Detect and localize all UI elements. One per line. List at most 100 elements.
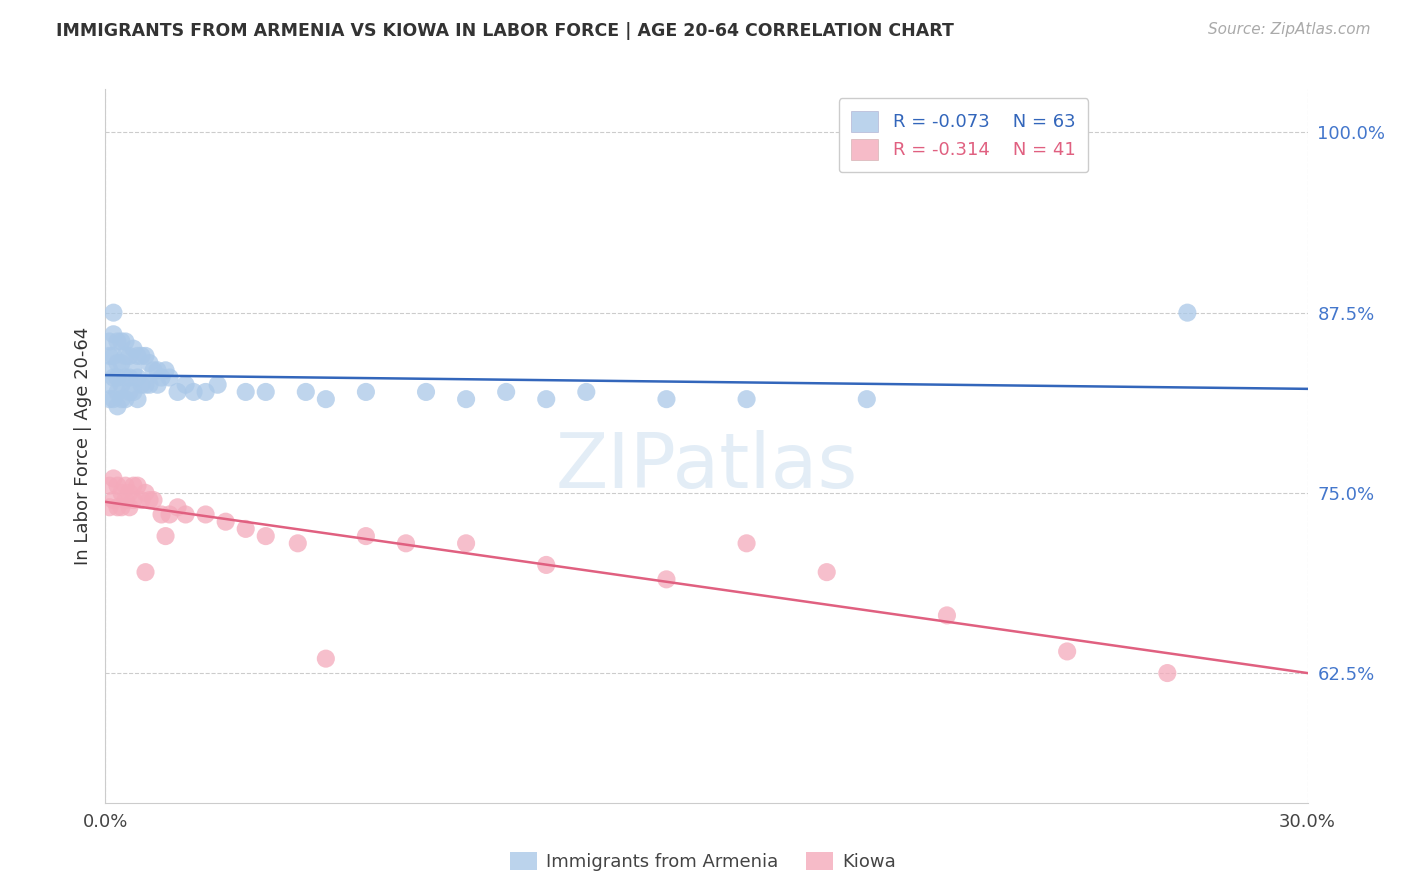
Point [254, 384, 277, 399]
Point [98, 500, 121, 515]
Point [103, 471, 125, 485]
Point [110, 486, 132, 500]
Y-axis label: In Labor Force | Age 20-64: In Labor Force | Age 20-64 [73, 326, 91, 566]
Point [254, 529, 277, 543]
Point [534, 558, 557, 572]
Point [159, 508, 181, 522]
Point [194, 508, 217, 522]
Point [138, 356, 160, 370]
Point [98, 377, 121, 392]
Point [174, 377, 197, 392]
Point [150, 508, 173, 522]
Point [454, 536, 477, 550]
Point [936, 608, 959, 623]
Point [155, 529, 177, 543]
Point [114, 334, 136, 349]
Point [1177, 306, 1199, 320]
Point [138, 493, 160, 508]
Point [174, 508, 197, 522]
Point [110, 392, 132, 406]
Point [118, 486, 141, 500]
Point [98, 349, 121, 363]
Point [103, 306, 125, 320]
Text: Source: ZipAtlas.com: Source: ZipAtlas.com [1208, 22, 1371, 37]
Point [127, 370, 149, 384]
Point [110, 356, 132, 370]
Point [159, 370, 181, 384]
Point [122, 342, 145, 356]
Legend: R = -0.073    N = 63, R = -0.314    N = 41: R = -0.073 N = 63, R = -0.314 N = 41 [838, 98, 1088, 172]
Point [131, 493, 153, 508]
Point [235, 522, 257, 536]
Point [135, 565, 157, 579]
Point [98, 392, 121, 406]
Point [207, 377, 229, 392]
Point [114, 349, 136, 363]
Point [127, 478, 149, 492]
Point [110, 377, 132, 392]
Point [127, 349, 149, 363]
Point [118, 500, 141, 515]
Point [354, 529, 377, 543]
Point [395, 536, 418, 550]
Point [295, 384, 318, 399]
Point [735, 392, 758, 406]
Point [155, 363, 177, 377]
Point [655, 392, 678, 406]
Point [315, 651, 337, 665]
Point [107, 356, 129, 370]
Point [122, 363, 145, 377]
Point [110, 500, 132, 515]
Point [150, 370, 173, 384]
Point [103, 493, 125, 508]
Point [107, 384, 129, 399]
Point [118, 384, 141, 399]
Point [118, 370, 141, 384]
Point [103, 392, 125, 406]
Point [122, 384, 145, 399]
Point [1156, 666, 1178, 681]
Point [146, 377, 169, 392]
Point [107, 334, 129, 349]
Point [107, 500, 129, 515]
Point [131, 377, 153, 392]
Point [166, 500, 188, 515]
Point [122, 478, 145, 492]
Point [114, 392, 136, 406]
Point [107, 478, 129, 492]
Point [495, 384, 517, 399]
Point [146, 363, 169, 377]
Point [107, 370, 129, 384]
Point [415, 384, 437, 399]
Point [138, 377, 160, 392]
Point [166, 384, 188, 399]
Point [118, 349, 141, 363]
Point [103, 327, 125, 342]
Point [142, 493, 165, 508]
Point [315, 392, 337, 406]
Point [855, 392, 877, 406]
Point [142, 363, 165, 377]
Point [122, 493, 145, 508]
Point [735, 536, 758, 550]
Point [98, 334, 121, 349]
Point [815, 565, 838, 579]
Point [98, 363, 121, 377]
Point [534, 392, 557, 406]
Point [454, 392, 477, 406]
Point [135, 349, 157, 363]
Point [107, 400, 129, 414]
Point [114, 370, 136, 384]
Point [114, 478, 136, 492]
Point [135, 486, 157, 500]
Point [110, 334, 132, 349]
Point [287, 536, 309, 550]
Point [575, 384, 598, 399]
Point [127, 392, 149, 406]
Text: ZIPatlas: ZIPatlas [555, 431, 858, 504]
Legend: Immigrants from Armenia, Kiowa: Immigrants from Armenia, Kiowa [503, 845, 903, 879]
Point [214, 515, 236, 529]
Point [235, 384, 257, 399]
Point [655, 572, 678, 586]
Point [114, 493, 136, 508]
